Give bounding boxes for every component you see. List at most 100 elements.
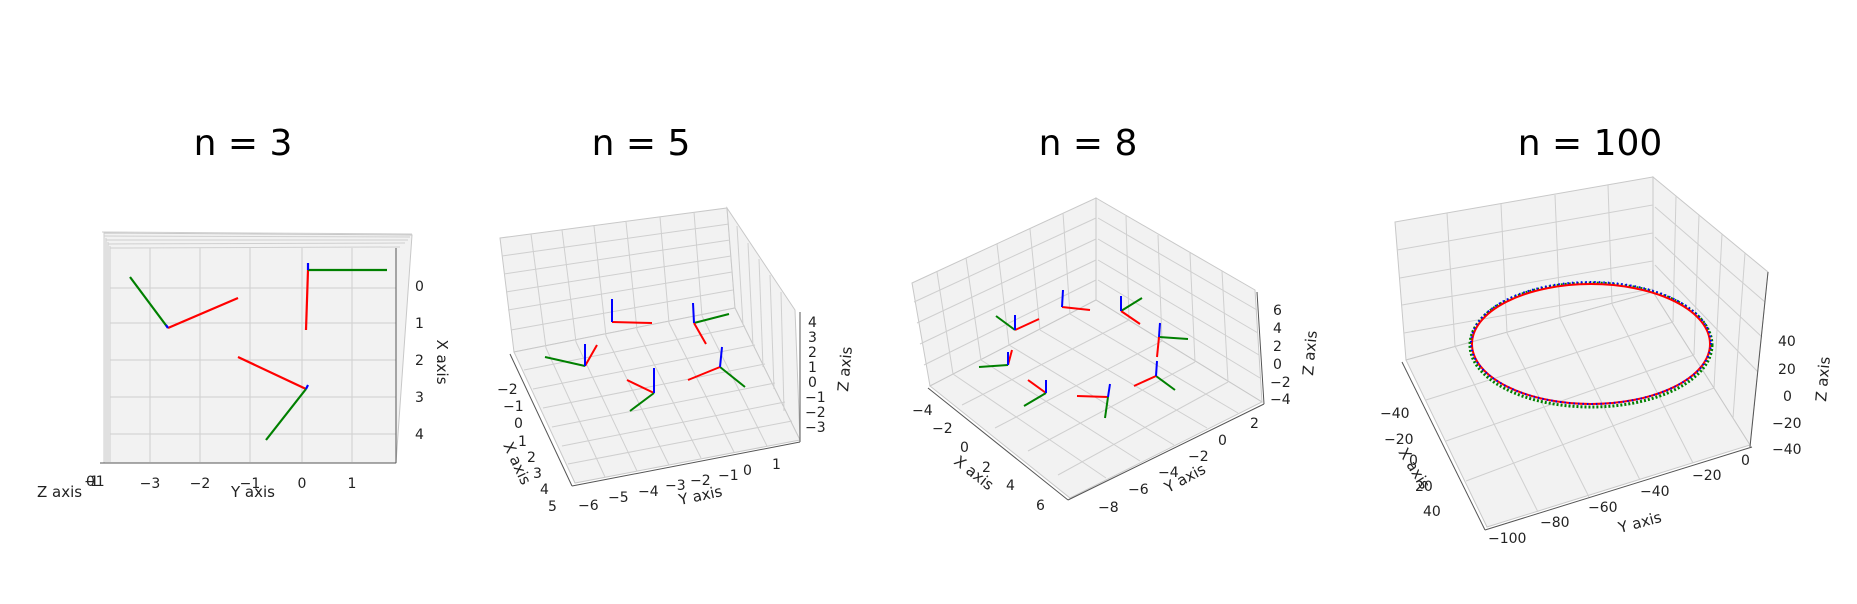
z-axis-line <box>1256 291 1265 405</box>
z-tick-label: 2 <box>808 345 817 361</box>
y-tick-label: −1 <box>240 476 261 492</box>
y-tick-label: −60 <box>1588 500 1618 516</box>
frame-glyph <box>1061 289 1091 311</box>
x-tick-label: 2 <box>415 353 424 369</box>
x-tick-labels: −2 −1 0 1 2 3 4 5 <box>497 382 557 515</box>
frame-ring-green <box>1468 281 1714 409</box>
z-tick-label: −40 <box>1772 442 1802 458</box>
y-tick-label: −3 <box>140 476 161 492</box>
x-tick-label: −4 <box>912 403 933 419</box>
z-tick-label: −1 <box>805 390 826 406</box>
y-tick-label: −80 <box>1540 515 1570 531</box>
y-tick-label: 0 <box>1741 453 1750 469</box>
panel-title: n = 8 <box>1039 123 1138 164</box>
panel-title: n = 100 <box>1518 123 1663 164</box>
z-tick-label: −3 <box>805 420 826 436</box>
x-axis-label: X axis <box>433 339 451 384</box>
y-tick-labels: −100 −80 −60 −40 −20 0 <box>1488 453 1750 547</box>
x-tick-labels: −4 −2 0 2 4 6 <box>912 403 1045 514</box>
z-tick-label: 4 <box>808 315 817 331</box>
z-tick-label: 1 <box>90 474 99 490</box>
panel-n5: n = 5 <box>497 123 856 515</box>
z-tick-label: 1 <box>808 360 817 376</box>
y-tick-label: −40 <box>1640 484 1670 500</box>
z-tick-label: −4 <box>1270 392 1291 408</box>
z-axis-label: Z axis <box>1812 356 1834 403</box>
y-tick-label: 1 <box>772 457 781 473</box>
x-tick-labels: 0 1 2 3 4 <box>415 279 424 443</box>
floor-pane <box>929 299 1264 499</box>
y-tick-label: 0 <box>298 476 307 492</box>
z-tick-label: 4 <box>1273 321 1282 337</box>
panel-title: n = 5 <box>592 123 691 164</box>
z-tick-label: −20 <box>1772 416 1802 432</box>
y-tick-label: −2 <box>690 473 711 489</box>
x-tick-labels: −40 −20 0 20 40 <box>1380 406 1441 520</box>
frame-x-axis <box>167 296 239 330</box>
z-tick-label: 0 <box>1273 357 1282 373</box>
x-tick-label: 4 <box>415 427 424 443</box>
x-tick-label: 40 <box>1423 504 1441 520</box>
y-axis-line <box>1484 446 1753 531</box>
y-axis-label: Y axis <box>1615 508 1663 537</box>
z-tick-labels: 4 3 2 1 0 −1 −2 −3 <box>805 315 826 436</box>
grid-lines <box>1396 184 1766 513</box>
grid-lines <box>913 212 1261 479</box>
pane-edges <box>101 231 413 462</box>
z-tick-label: −2 <box>1270 375 1291 391</box>
frame-ring-blue <box>1470 281 1712 405</box>
x-tick-label: 2 <box>982 460 991 476</box>
frame-glyphs <box>129 263 387 441</box>
z-tick-label: −1 <box>84 474 105 490</box>
x-tick-label: −2 <box>932 421 953 437</box>
y-tick-labels: −3 −2 −1 0 1 <box>140 476 357 492</box>
frame-glyph <box>1120 296 1143 325</box>
x-axis-label: X axis <box>1395 445 1434 493</box>
y-tick-label: 2 <box>1250 416 1259 432</box>
frame-x-axis <box>304 269 310 331</box>
y-tick-labels: −8 −6 −4 −2 0 2 <box>1098 416 1259 516</box>
y-tick-label: 1 <box>348 476 357 492</box>
frame-y-axis <box>129 276 169 329</box>
frame-z-axis <box>305 384 309 390</box>
z-tick-label: −2 <box>805 405 826 421</box>
z-tick-labels: 6 4 2 0 −2 −4 <box>1270 303 1291 408</box>
y-tick-label: −5 <box>608 490 629 506</box>
x-axis-line <box>927 387 1069 501</box>
z-tick-label: 2 <box>1273 339 1282 355</box>
z-tick-label: 0 <box>1783 389 1792 405</box>
y-tick-label: −4 <box>638 484 659 500</box>
x-tick-label: −2 <box>497 382 518 398</box>
y-tick-label: −6 <box>1128 482 1149 498</box>
frame-glyph <box>626 368 655 412</box>
y-tick-label: −2 <box>1188 449 1209 465</box>
z-axis-line <box>1749 271 1769 448</box>
z-axis-label: Z axis <box>834 346 856 393</box>
x-axis-line <box>1401 361 1486 531</box>
x-tick-label: 6 <box>1036 498 1045 514</box>
frame-glyph <box>1023 379 1047 407</box>
x-tick-label: 0 <box>960 440 969 456</box>
x-tick-label: 0 <box>1409 453 1418 469</box>
panel-n3: n = 3 <box>37 123 451 501</box>
x-tick-label: 3 <box>415 390 424 406</box>
y-tick-label: −2 <box>190 476 211 492</box>
y-axis-line <box>1067 403 1265 501</box>
y-tick-label: −8 <box>1098 500 1119 516</box>
x-tick-label: 2 <box>527 450 536 466</box>
y-tick-label: −1 <box>718 468 739 484</box>
frame-glyph <box>611 299 653 324</box>
frame-glyph <box>978 349 1013 368</box>
z-tick-label: 3 <box>808 330 817 346</box>
frame-glyph <box>1156 322 1189 358</box>
z-axis-label: Z axis <box>1299 330 1321 377</box>
z-tick-label: 6 <box>1273 303 1282 319</box>
frame-y-axis <box>265 388 307 441</box>
frame-glyph <box>1133 360 1176 391</box>
panel-n100: n = 100 <box>1380 123 1834 547</box>
frame-z-axis <box>165 324 169 329</box>
grid-lines <box>110 248 396 462</box>
frame-x-axis <box>237 356 307 390</box>
y-tick-label: −100 <box>1488 531 1526 547</box>
